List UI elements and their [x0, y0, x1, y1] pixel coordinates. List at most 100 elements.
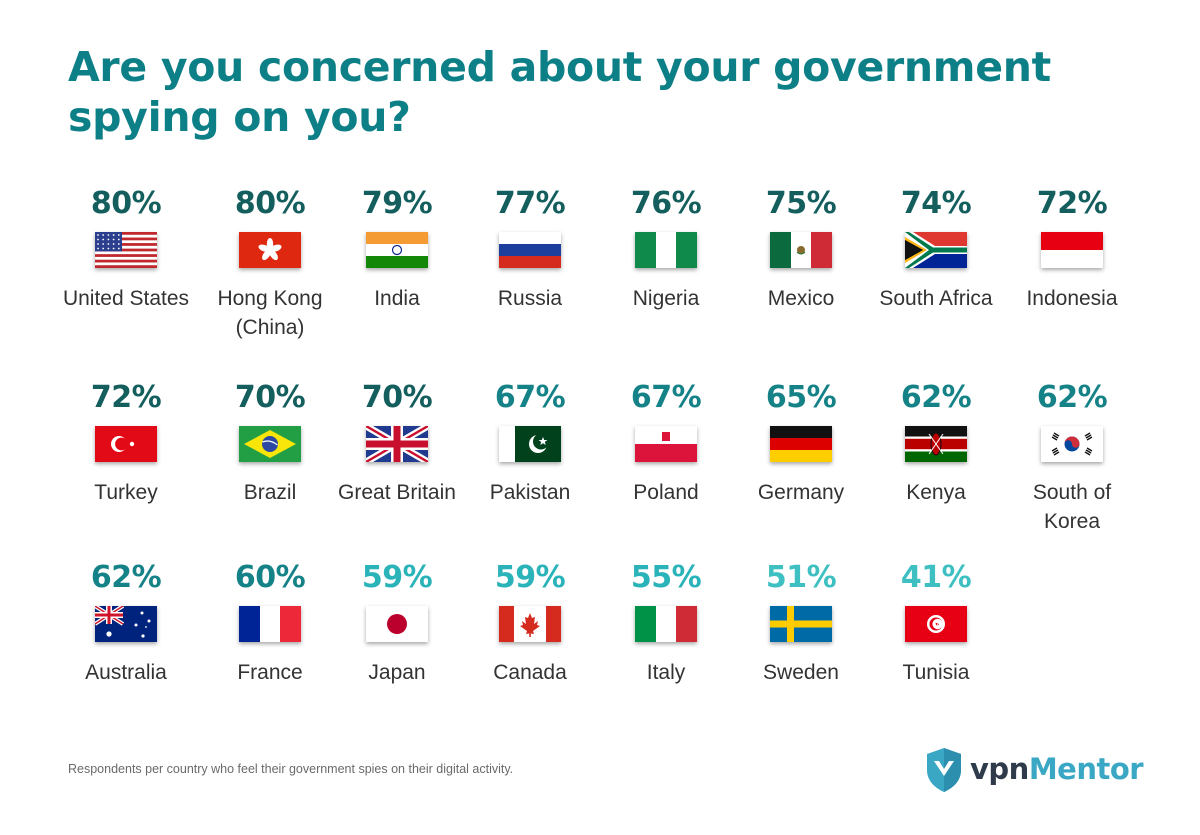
footnote: Respondents per country who feel their g…	[68, 762, 514, 776]
kr-flag-icon	[1041, 426, 1103, 462]
us-flag-icon	[95, 232, 157, 268]
fr-flag-icon	[239, 606, 301, 642]
percentage-value: 77%	[494, 186, 566, 221]
country-cell: 76% Nigeria	[591, 186, 741, 313]
country-cell: 67% Poland	[591, 380, 741, 507]
country-cell: 80% Hong Kong (China)	[195, 186, 345, 342]
percentage-value: 72%	[1036, 186, 1108, 221]
hk-flag-icon	[239, 232, 301, 268]
country-name: South Africa	[879, 287, 993, 310]
au-flag-icon	[95, 606, 157, 642]
country-name: Germany	[757, 481, 845, 504]
percentage-value: 51%	[765, 560, 837, 595]
percentage-value: 62%	[90, 560, 162, 595]
country-cell: 72% Indonesia	[997, 186, 1147, 313]
pl-flag-icon	[635, 426, 697, 462]
country-cell: 70% Great Britain	[322, 380, 472, 507]
country-name: Mexico	[767, 287, 835, 310]
country-name: Sweden	[763, 661, 839, 684]
country-name: United States	[62, 287, 190, 310]
za-flag-icon	[905, 232, 967, 268]
percentage-value: 70%	[361, 380, 433, 415]
se-flag-icon	[770, 606, 832, 642]
country-cell: 41% Tunisia	[861, 560, 1011, 687]
country-name: Pakistan	[489, 481, 571, 504]
percentage-value: 59%	[361, 560, 433, 595]
br-flag-icon	[239, 426, 301, 462]
country-name: Russia	[497, 287, 563, 310]
brand-mentor: Mentor	[1028, 752, 1144, 786]
country-cell: 55% Italy	[591, 560, 741, 687]
country-cell: 72% Turkey	[51, 380, 201, 507]
percentage-value: 75%	[765, 186, 837, 221]
ca-flag-icon	[499, 606, 561, 642]
percentage-value: 62%	[1036, 380, 1108, 415]
country-cell: 74% South Africa	[861, 186, 1011, 313]
country-cell: 65% Germany	[726, 380, 876, 507]
country-name: South of Korea	[1032, 481, 1112, 533]
country-name: Canada	[493, 661, 567, 684]
brand-logo: vpnMentor	[922, 746, 1144, 796]
country-cell: 59% Japan	[322, 560, 472, 687]
country-cell: 62% South of Korea	[997, 380, 1147, 536]
percentage-value: 80%	[90, 186, 162, 221]
country-cell: 75% Mexico	[726, 186, 876, 313]
percentage-value: 59%	[494, 560, 566, 595]
country-cell: 79% India	[322, 186, 472, 313]
country-name: Great Britain	[338, 481, 456, 504]
country-name: Indonesia	[1026, 287, 1118, 310]
percentage-value: 60%	[234, 560, 306, 595]
percentage-value: 67%	[630, 380, 702, 415]
percentage-value: 67%	[494, 380, 566, 415]
country-cell: 67% Pakistan	[455, 380, 605, 507]
country-cell: 62% Australia	[51, 560, 201, 687]
percentage-value: 74%	[900, 186, 972, 221]
page-title: Are you concerned about your government …	[68, 43, 1051, 141]
pk-flag-icon	[499, 426, 561, 462]
country-cell: 62% Kenya	[861, 380, 1011, 507]
in-flag-icon	[366, 232, 428, 268]
de-flag-icon	[770, 426, 832, 462]
country-name: Brazil	[243, 481, 297, 504]
mx-flag-icon	[770, 232, 832, 268]
country-name: Japan	[368, 661, 426, 684]
country-cell: 51% Sweden	[726, 560, 876, 687]
country-name: France	[237, 661, 303, 684]
tn-flag-icon	[905, 606, 967, 642]
gb-flag-icon	[366, 426, 428, 462]
country-name: Australia	[85, 661, 167, 684]
tr-flag-icon	[95, 426, 157, 462]
country-cell: 59% Canada	[455, 560, 605, 687]
percentage-value: 65%	[765, 380, 837, 415]
country-name: Nigeria	[632, 287, 700, 310]
country-name: Turkey	[94, 481, 158, 504]
shield-icon	[927, 748, 961, 792]
percentage-value: 70%	[234, 380, 306, 415]
jp-flag-icon	[366, 606, 428, 642]
ru-flag-icon	[499, 232, 561, 268]
it-flag-icon	[635, 606, 697, 642]
country-name: India	[374, 287, 420, 310]
country-cell: 70% Brazil	[195, 380, 345, 507]
brand-name: vpnMentor	[970, 752, 1144, 786]
ng-flag-icon	[635, 232, 697, 268]
country-name: Kenya	[906, 481, 966, 504]
country-name: Italy	[646, 661, 686, 684]
id-flag-icon	[1041, 232, 1103, 268]
percentage-value: 62%	[900, 380, 972, 415]
percentage-value: 80%	[234, 186, 306, 221]
country-name: Hong Kong (China)	[217, 287, 323, 339]
ke-flag-icon	[905, 426, 967, 462]
country-cell: 77% Russia	[455, 186, 605, 313]
country-cell: 60% France	[195, 560, 345, 687]
country-cell: 80% United States	[51, 186, 201, 313]
country-name: Poland	[633, 481, 699, 504]
percentage-value: 41%	[900, 560, 972, 595]
percentage-value: 76%	[630, 186, 702, 221]
percentage-value: 55%	[630, 560, 702, 595]
brand-vpn: vpn	[970, 752, 1029, 786]
percentage-value: 79%	[361, 186, 433, 221]
percentage-value: 72%	[90, 380, 162, 415]
country-name: Tunisia	[902, 661, 970, 684]
